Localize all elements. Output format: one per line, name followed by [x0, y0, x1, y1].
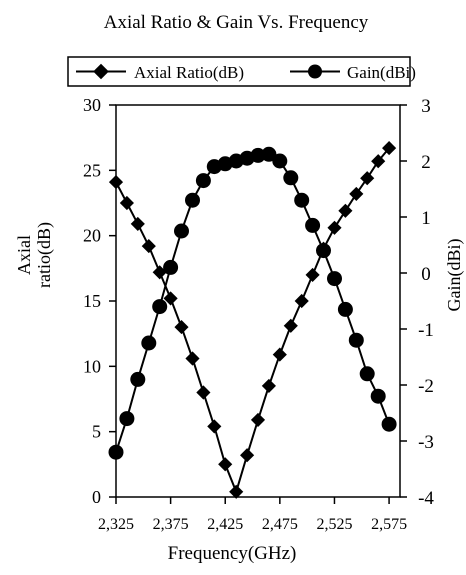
y-left-tick-label: 0: [92, 487, 101, 507]
y-axis-left-title-line-2: ratio(dB): [34, 222, 55, 288]
gain-point: [261, 146, 277, 162]
gain-point: [108, 444, 124, 460]
gain-point: [337, 301, 353, 317]
gain-point: [185, 192, 200, 208]
y-axis-right-title: Gain(dBi): [444, 239, 465, 312]
gain-point: [316, 243, 331, 259]
y-left-tick-label: 5: [92, 422, 101, 442]
gain-point: [174, 223, 189, 239]
axial-ratio-point: [108, 175, 124, 190]
gain-point: [283, 170, 299, 186]
axial-ratio-point: [371, 154, 386, 169]
y-left-tick-label: 15: [83, 291, 101, 311]
axial-ratio-point: [360, 171, 375, 186]
y-axis-left-title: Axial ratio(dB): [14, 222, 55, 288]
axial-ratio-point: [207, 419, 222, 434]
axial-ratio-point: [218, 457, 233, 472]
y-left-tick-label: 10: [83, 356, 101, 376]
gain-point: [348, 332, 364, 348]
chart-title: Axial Ratio & Gain Vs. Frequency: [104, 12, 369, 33]
y-axis-left: 0 5 10 15 20 25 30: [83, 95, 116, 507]
y-right-tick-label: -3: [418, 432, 434, 453]
gain-point: [250, 147, 266, 163]
axial-ratio-point: [338, 203, 353, 218]
axial-ratio-point: [240, 448, 255, 463]
gain-point: [327, 271, 342, 287]
axial-ratio-point: [349, 186, 364, 201]
gain-point: [152, 299, 168, 315]
y-right-tick-label: -1: [418, 320, 434, 341]
gain-point: [370, 388, 386, 404]
axial-ratio-point: [229, 484, 244, 499]
series-layer: [108, 141, 397, 499]
gain-point: [381, 416, 397, 432]
axial-ratio-point: [305, 267, 320, 282]
axial-ratio-point: [130, 216, 145, 231]
axial-ratio-point: [382, 141, 397, 156]
x-tick-label: 2,325: [98, 516, 134, 533]
axial-ratio-point: [327, 220, 342, 235]
gain-point: [359, 366, 375, 382]
gain-point: [130, 371, 146, 387]
x-tick-label: 2,525: [316, 516, 352, 533]
x-tick-label: 2,575: [371, 516, 407, 533]
y-left-tick-label: 25: [83, 160, 101, 180]
y-right-tick-label: -2: [418, 376, 434, 397]
x-axis-title: Frequency(GHz): [168, 543, 297, 564]
y-left-tick-label: 30: [83, 95, 101, 115]
axial-ratio-point: [261, 378, 276, 393]
axial-ratio-point: [119, 195, 134, 211]
legend-gain-circle-icon: [308, 64, 322, 79]
gain-point: [195, 173, 211, 189]
x-tick-label: 2,425: [207, 516, 243, 533]
axial-ratio-point: [250, 412, 266, 427]
gain-point: [141, 335, 157, 351]
y-right-tick-label: 2: [421, 152, 431, 173]
axial-ratio-point: [272, 347, 287, 362]
axial-ratio-point: [174, 320, 189, 335]
legend-gain-label: Gain(dBi): [347, 63, 416, 82]
axial-ratio-point: [141, 239, 156, 254]
axial-ratio-point: [185, 351, 200, 366]
y-left-tick-label: 20: [83, 226, 101, 246]
x-tick-label: 2,375: [153, 516, 189, 533]
y-axis-left-title-line-1: Axial: [14, 235, 34, 275]
y-right-tick-label: 3: [421, 96, 431, 117]
x-tick-label: 2,475: [262, 516, 298, 533]
axial-ratio-point: [294, 293, 309, 309]
gain-point: [119, 411, 135, 427]
gain-point: [272, 153, 288, 169]
gain-point: [163, 259, 179, 275]
axial-ratio-point: [196, 385, 211, 400]
y-right-tick-label: 0: [421, 264, 431, 285]
gain-point: [294, 192, 310, 208]
x-axis: 2,325 2,375 2,425 2,475 2,525 2,575: [98, 497, 407, 533]
y-right-tick-label: 1: [421, 208, 431, 229]
gain-point: [305, 217, 321, 233]
axial-ratio-point: [283, 318, 298, 333]
legend: Axial Ratio(dB) Gain(dBi): [67, 56, 416, 87]
legend-axial-ratio-diamond-icon: [93, 63, 109, 80]
y-right-tick-label: -4: [418, 488, 434, 509]
legend-axial-ratio-label: Axial Ratio(dB): [134, 63, 244, 82]
y-axis-right: -4 -3 -2 -1 0 1 2 3: [400, 96, 434, 509]
axial-ratio-point: [163, 291, 178, 306]
